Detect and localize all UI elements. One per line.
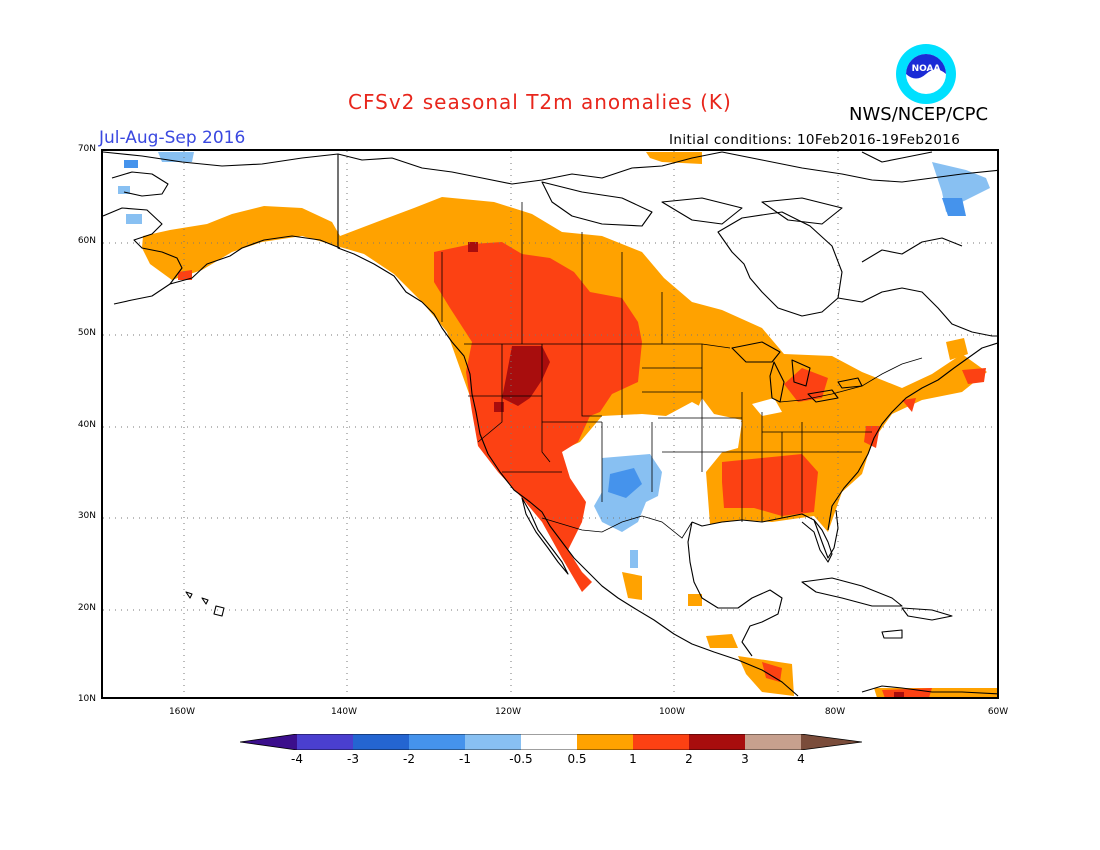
anomaly-region-orange: [946, 338, 968, 360]
colorbar-label: -1: [459, 752, 471, 766]
lat-label: 10N: [77, 694, 96, 704]
colorbar-swatch: [465, 734, 521, 750]
lat-label: 70N: [77, 144, 96, 154]
anomaly-region-neutral: [666, 422, 742, 458]
colorbar: [240, 734, 862, 750]
anomaly-region-blue: [124, 160, 138, 168]
anomaly-region-lightblue: [126, 214, 142, 224]
colorbar-swatch: [801, 734, 862, 750]
anomaly-region-orange: [688, 594, 702, 606]
anomaly-region-lightblue: [158, 152, 194, 162]
colorbar-label: 4: [797, 752, 805, 766]
anomaly-region-orange: [706, 634, 738, 648]
colorbar-swatch: [633, 734, 689, 750]
anomaly-region-darkred: [494, 402, 504, 412]
anomaly-region-red: [864, 426, 880, 448]
noaa-logo: NOAA: [896, 44, 956, 104]
lat-label: 60N: [77, 236, 96, 246]
anomaly-region-darkred: [894, 692, 904, 697]
anomaly-region-orange: [622, 572, 642, 600]
colorbar-swatch: [689, 734, 745, 750]
colorbar-label: 3: [741, 752, 749, 766]
colorbar-label: 2: [685, 752, 693, 766]
anomaly-region-red: [902, 398, 916, 412]
lat-label: 50N: [77, 328, 96, 338]
colorbar-label: 0.5: [567, 752, 587, 766]
lon-label: 120W: [494, 707, 522, 717]
colorbar-label: -2: [403, 752, 415, 766]
anomaly-region-darkred: [502, 346, 550, 406]
colorbar-swatch: [577, 734, 633, 750]
anomaly-region-blue: [942, 198, 966, 216]
anomaly-region-red: [434, 242, 642, 592]
colorbar-swatch: [409, 734, 465, 750]
lon-label: 80W: [824, 707, 846, 717]
anomaly-region-blue: [608, 468, 642, 498]
colorbar-label: -4: [291, 752, 303, 766]
chart-title: CFSv2 seasonal T2m anomalies (K): [348, 90, 732, 114]
colorbar-label: -0.5: [509, 752, 533, 766]
anomaly-region-red: [962, 368, 986, 384]
season-label: Jul-Aug-Sep 2016: [99, 128, 246, 148]
initial-conditions-label: Initial conditions: 10Feb2016-19Feb2016: [669, 132, 961, 148]
colorbar-swatch: [745, 734, 801, 750]
lat-label: 40N: [77, 420, 96, 430]
anomaly-region-red: [178, 270, 192, 280]
colorbar-swatch: [521, 734, 577, 750]
anomaly-region-lightblue: [118, 186, 130, 194]
agency-label: NWS/NCEP/CPC: [849, 104, 989, 125]
anomaly-region-red: [722, 454, 818, 516]
logo-text: NOAA: [912, 64, 941, 74]
colorbar-swatch: [353, 734, 409, 750]
coastlines: [103, 151, 997, 697]
lon-label: 160W: [168, 707, 196, 717]
lat-label: 30N: [77, 511, 96, 521]
lat-label: 20N: [77, 603, 96, 613]
anomaly-region-red: [762, 662, 782, 682]
anomaly-region-darkred: [468, 242, 478, 252]
lon-label: 140W: [330, 707, 358, 717]
anomaly-map[interactable]: [101, 149, 999, 699]
anomaly-region-lightblue: [630, 550, 638, 568]
political-borders: [441, 202, 923, 539]
anomaly-shading: [118, 152, 997, 697]
colorbar-swatch: [240, 734, 297, 750]
anomaly-region-neutral: [752, 398, 782, 416]
colorbar-label: 1: [629, 752, 637, 766]
colorbar-swatch: [297, 734, 353, 750]
colorbar-label: -3: [347, 752, 359, 766]
lon-label: 60W: [987, 707, 1009, 717]
lon-label: 100W: [658, 707, 686, 717]
